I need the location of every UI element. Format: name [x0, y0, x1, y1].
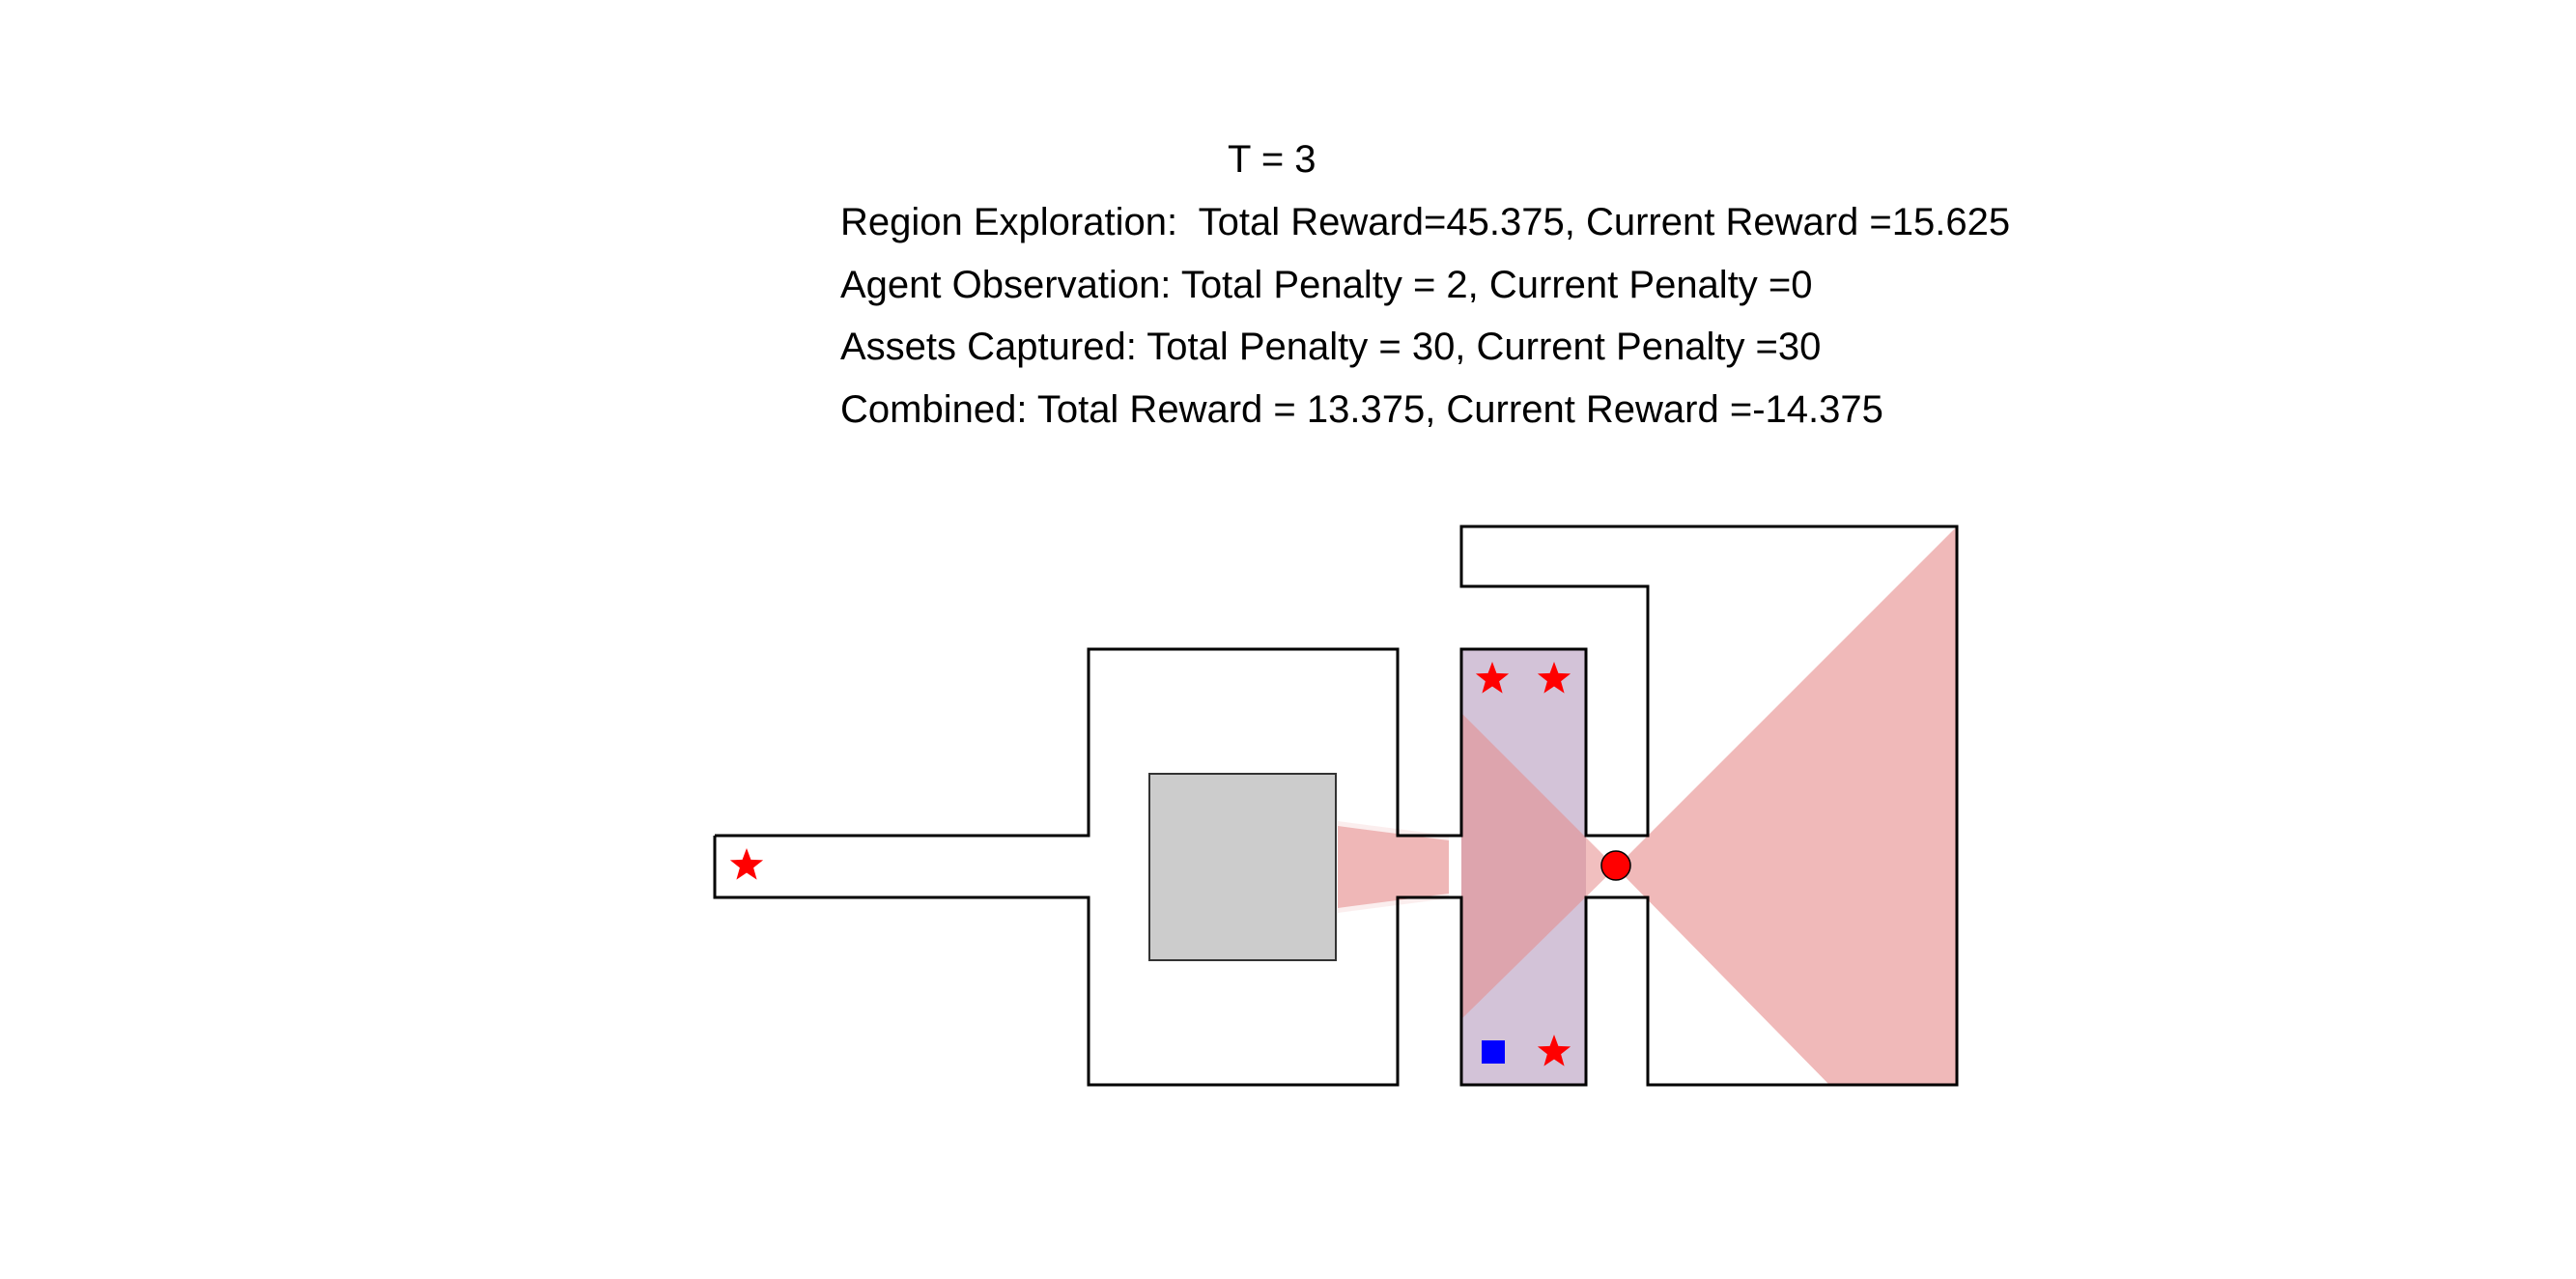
- asset-star-icon: [729, 848, 764, 880]
- agent-circle-icon: [1600, 850, 1631, 881]
- asset-star-icon: [1537, 662, 1571, 694]
- obstacle-block: [1148, 773, 1337, 961]
- assets-layer: [729, 662, 1571, 1066]
- asset-star-icon: [1475, 662, 1510, 694]
- time-step-label: T = 3: [1228, 138, 1316, 181]
- vision-cone-center-room: [1461, 713, 1616, 1019]
- observer-square-icon: [1482, 1040, 1505, 1064]
- agent-observation-stats: Agent Observation: Total Penalty = 2, Cu…: [840, 264, 1813, 306]
- asset-star-icon: [1537, 1035, 1571, 1066]
- assets-captured-stats: Assets Captured: Total Penalty = 30, Cur…: [840, 326, 1822, 368]
- region-exploration-stats: Region Exploration: Total Reward=45.375,…: [840, 201, 2011, 243]
- vision-cone-left-corridor: [1338, 826, 1449, 908]
- map-walls: [713, 525, 1959, 1087]
- combined-stats: Combined: Total Reward = 13.375, Current…: [840, 388, 1883, 431]
- wall-outline: [713, 525, 1959, 1087]
- vision-cone-right-room: [1616, 526, 1957, 1086]
